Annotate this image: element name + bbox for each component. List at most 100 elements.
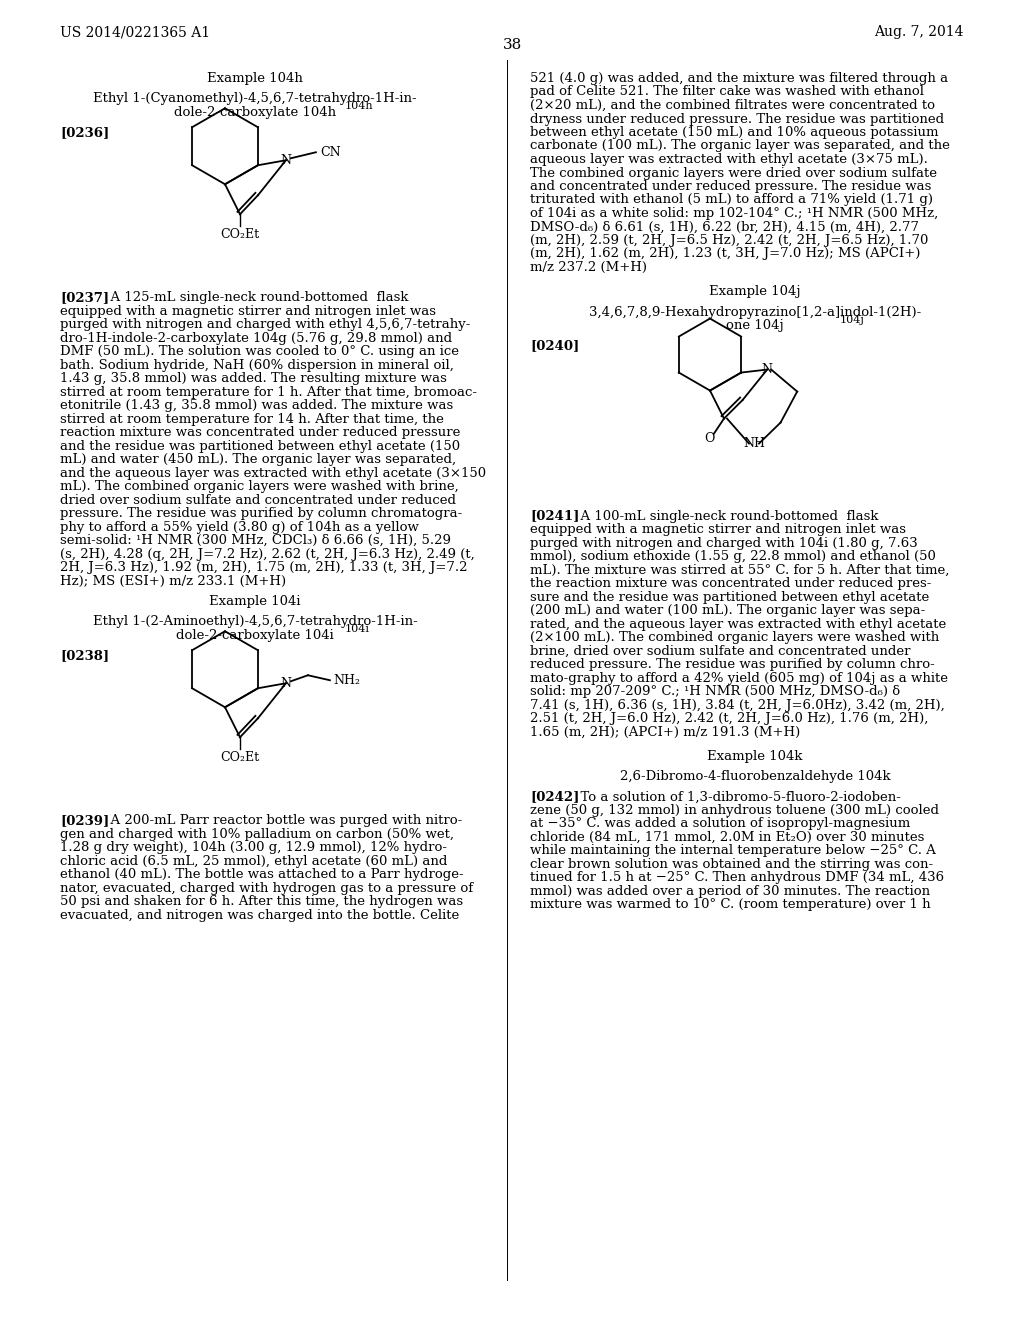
Text: etonitrile (1.43 g, 35.8 mmol) was added. The mixture was: etonitrile (1.43 g, 35.8 mmol) was added… bbox=[60, 399, 454, 412]
Text: N: N bbox=[281, 153, 292, 166]
Text: equipped with a magnetic stirrer and nitrogen inlet was: equipped with a magnetic stirrer and nit… bbox=[60, 305, 436, 318]
Text: mmol) was added over a period of 30 minutes. The reaction: mmol) was added over a period of 30 minu… bbox=[530, 884, 930, 898]
Text: 104j: 104j bbox=[840, 314, 865, 325]
Text: A 125-mL single-neck round-bottomed  flask: A 125-mL single-neck round-bottomed flas… bbox=[102, 292, 409, 304]
Text: chloride (84 mL, 171 mmol, 2.0M in Et₂O) over 30 minutes: chloride (84 mL, 171 mmol, 2.0M in Et₂O)… bbox=[530, 830, 925, 843]
Text: equipped with a magnetic stirrer and nitrogen inlet was: equipped with a magnetic stirrer and nit… bbox=[530, 523, 906, 536]
Text: (2×20 mL), and the combined filtrates were concentrated to: (2×20 mL), and the combined filtrates we… bbox=[530, 99, 935, 112]
Text: CN: CN bbox=[319, 145, 341, 158]
Text: semi-solid: ¹H NMR (300 MHz, CDCl₃) δ 6.66 (s, 1H), 5.29: semi-solid: ¹H NMR (300 MHz, CDCl₃) δ 6.… bbox=[60, 535, 451, 548]
Text: chloric acid (6.5 mL, 25 mmol), ethyl acetate (60 mL) and: chloric acid (6.5 mL, 25 mmol), ethyl ac… bbox=[60, 855, 447, 867]
Text: The combined organic layers were dried over sodium sulfate: The combined organic layers were dried o… bbox=[530, 166, 937, 180]
Text: gen and charged with 10% palladium on carbon (50% wet,: gen and charged with 10% palladium on ca… bbox=[60, 828, 454, 841]
Text: dro-1H-indole-2-carboxylate 104g (5.76 g, 29.8 mmol) and: dro-1H-indole-2-carboxylate 104g (5.76 g… bbox=[60, 331, 453, 345]
Text: [0236]: [0236] bbox=[60, 125, 110, 139]
Text: pressure. The residue was purified by column chromatogra-: pressure. The residue was purified by co… bbox=[60, 507, 462, 520]
Text: 50 psi and shaken for 6 h. After this time, the hydrogen was: 50 psi and shaken for 6 h. After this ti… bbox=[60, 895, 463, 908]
Text: one 104j: one 104j bbox=[726, 319, 784, 333]
Text: (s, 2H), 4.28 (q, 2H, J=7.2 Hz), 2.62 (t, 2H, J=6.3 Hz), 2.49 (t,: (s, 2H), 4.28 (q, 2H, J=7.2 Hz), 2.62 (t… bbox=[60, 548, 475, 561]
Text: purged with nitrogen and charged with ethyl 4,5,6,7-tetrahy-: purged with nitrogen and charged with et… bbox=[60, 318, 470, 331]
Text: O: O bbox=[703, 432, 714, 445]
Text: triturated with ethanol (5 mL) to afford a 71% yield (1.71 g): triturated with ethanol (5 mL) to afford… bbox=[530, 194, 933, 206]
Text: [0239]: [0239] bbox=[60, 814, 110, 828]
Text: CO₂Et: CO₂Et bbox=[220, 751, 259, 764]
Text: 7.41 (s, 1H), 6.36 (s, 1H), 3.84 (t, 2H, J=6.0Hz), 3.42 (m, 2H),: 7.41 (s, 1H), 6.36 (s, 1H), 3.84 (t, 2H,… bbox=[530, 698, 945, 711]
Text: sure and the residue was partitioned between ethyl acetate: sure and the residue was partitioned bet… bbox=[530, 590, 929, 603]
Text: mL). The mixture was stirred at 55° C. for 5 h. After that time,: mL). The mixture was stirred at 55° C. f… bbox=[530, 564, 949, 577]
Text: [0238]: [0238] bbox=[60, 649, 110, 663]
Text: [0241]: [0241] bbox=[530, 510, 580, 523]
Text: [0237]: [0237] bbox=[60, 292, 110, 304]
Text: 104h: 104h bbox=[345, 102, 374, 111]
Text: 3,4,6,7,8,9-Hexahydropyrazino[1,2-a]indol-1(2H)-: 3,4,6,7,8,9-Hexahydropyrazino[1,2-a]indo… bbox=[589, 305, 922, 318]
Text: CO₂Et: CO₂Et bbox=[220, 228, 259, 242]
Text: rated, and the aqueous layer was extracted with ethyl acetate: rated, and the aqueous layer was extract… bbox=[530, 618, 946, 631]
Text: mL). The combined organic layers were washed with brine,: mL). The combined organic layers were wa… bbox=[60, 480, 459, 494]
Text: Example 104i: Example 104i bbox=[209, 595, 301, 609]
Text: ethanol (40 mL). The bottle was attached to a Parr hydroge-: ethanol (40 mL). The bottle was attached… bbox=[60, 869, 464, 882]
Text: brine, dried over sodium sulfate and concentrated under: brine, dried over sodium sulfate and con… bbox=[530, 644, 910, 657]
Text: 2.51 (t, 2H, J=6.0 Hz), 2.42 (t, 2H, J=6.0 Hz), 1.76 (m, 2H),: 2.51 (t, 2H, J=6.0 Hz), 2.42 (t, 2H, J=6… bbox=[530, 711, 929, 725]
Text: reaction mixture was concentrated under reduced pressure: reaction mixture was concentrated under … bbox=[60, 426, 461, 440]
Text: the reaction mixture was concentrated under reduced pres-: the reaction mixture was concentrated un… bbox=[530, 577, 932, 590]
Text: (m, 2H), 2.59 (t, 2H, J=6.5 Hz), 2.42 (t, 2H, J=6.5 Hz), 1.70: (m, 2H), 2.59 (t, 2H, J=6.5 Hz), 2.42 (t… bbox=[530, 234, 929, 247]
Text: solid: mp 207-209° C.; ¹H NMR (500 MHz, DMSO-d₆) δ: solid: mp 207-209° C.; ¹H NMR (500 MHz, … bbox=[530, 685, 900, 698]
Text: DMF (50 mL). The solution was cooled to 0° C. using an ice: DMF (50 mL). The solution was cooled to … bbox=[60, 346, 459, 358]
Text: mmol), sodium ethoxide (1.55 g, 22.8 mmol) and ethanol (50: mmol), sodium ethoxide (1.55 g, 22.8 mmo… bbox=[530, 550, 936, 564]
Text: Ethyl 1-(2-Aminoethyl)-4,5,6,7-tetrahydro-1H-in-: Ethyl 1-(2-Aminoethyl)-4,5,6,7-tetrahydr… bbox=[92, 615, 418, 628]
Text: stirred at room temperature for 1 h. After that time, bromoac-: stirred at room temperature for 1 h. Aft… bbox=[60, 385, 477, 399]
Text: US 2014/0221365 A1: US 2014/0221365 A1 bbox=[60, 25, 210, 40]
Text: Example 104h: Example 104h bbox=[207, 73, 303, 84]
Text: A 200-mL Parr reactor bottle was purged with nitro-: A 200-mL Parr reactor bottle was purged … bbox=[102, 814, 462, 828]
Text: aqueous layer was extracted with ethyl acetate (3×75 mL).: aqueous layer was extracted with ethyl a… bbox=[530, 153, 928, 166]
Text: stirred at room temperature for 14 h. After that time, the: stirred at room temperature for 14 h. Af… bbox=[60, 413, 443, 426]
Text: phy to afford a 55% yield (3.80 g) of 104h as a yellow: phy to afford a 55% yield (3.80 g) of 10… bbox=[60, 521, 419, 533]
Text: dried over sodium sulfate and concentrated under reduced: dried over sodium sulfate and concentrat… bbox=[60, 494, 456, 507]
Text: (m, 2H), 1.62 (m, 2H), 1.23 (t, 3H, J=7.0 Hz); MS (APCI+): (m, 2H), 1.62 (m, 2H), 1.23 (t, 3H, J=7.… bbox=[530, 248, 921, 260]
Text: and the residue was partitioned between ethyl acetate (150: and the residue was partitioned between … bbox=[60, 440, 460, 453]
Text: N: N bbox=[281, 677, 292, 690]
Text: zene (50 g, 132 mmol) in anhydrous toluene (300 mL) cooled: zene (50 g, 132 mmol) in anhydrous tolue… bbox=[530, 804, 939, 817]
Text: Example 104k: Example 104k bbox=[708, 750, 803, 763]
Text: DMSO-d₆) δ 6.61 (s, 1H), 6.22 (br, 2H), 4.15 (m, 4H), 2.77: DMSO-d₆) δ 6.61 (s, 1H), 6.22 (br, 2H), … bbox=[530, 220, 919, 234]
Text: To a solution of 1,3-dibromo-5-fluoro-2-iodoben-: To a solution of 1,3-dibromo-5-fluoro-2-… bbox=[572, 791, 901, 804]
Text: while maintaining the internal temperature below −25° C. A: while maintaining the internal temperatu… bbox=[530, 845, 936, 858]
Text: dole-2-carboxylate 104h: dole-2-carboxylate 104h bbox=[174, 106, 336, 119]
Text: Ethyl 1-(Cyanomethyl)-4,5,6,7-tetrahydro-1H-in-: Ethyl 1-(Cyanomethyl)-4,5,6,7-tetrahydro… bbox=[93, 92, 417, 106]
Text: [0240]: [0240] bbox=[530, 339, 580, 352]
Text: 1.28 g dry weight), 104h (3.00 g, 12.9 mmol), 12% hydro-: 1.28 g dry weight), 104h (3.00 g, 12.9 m… bbox=[60, 841, 447, 854]
Text: 104i: 104i bbox=[345, 624, 370, 634]
Text: at −35° C. was added a solution of isopropyl-magnesium: at −35° C. was added a solution of isopr… bbox=[530, 817, 910, 830]
Text: 38: 38 bbox=[503, 38, 521, 51]
Text: of 104i as a white solid: mp 102-104° C.; ¹H NMR (500 MHz,: of 104i as a white solid: mp 102-104° C.… bbox=[530, 207, 938, 220]
Text: N: N bbox=[762, 363, 773, 376]
Text: bath. Sodium hydride, NaH (60% dispersion in mineral oil,: bath. Sodium hydride, NaH (60% dispersio… bbox=[60, 359, 454, 372]
Text: and the aqueous layer was extracted with ethyl acetate (3×150: and the aqueous layer was extracted with… bbox=[60, 467, 486, 479]
Text: A 100-mL single-neck round-bottomed  flask: A 100-mL single-neck round-bottomed flas… bbox=[572, 510, 879, 523]
Text: 1.43 g, 35.8 mmol) was added. The resulting mixture was: 1.43 g, 35.8 mmol) was added. The result… bbox=[60, 372, 446, 385]
Text: carbonate (100 mL). The organic layer was separated, and the: carbonate (100 mL). The organic layer wa… bbox=[530, 140, 950, 153]
Text: m/z 237.2 (M+H): m/z 237.2 (M+H) bbox=[530, 261, 647, 275]
Text: and concentrated under reduced pressure. The residue was: and concentrated under reduced pressure.… bbox=[530, 180, 932, 193]
Text: NH₂: NH₂ bbox=[333, 673, 359, 686]
Text: [0242]: [0242] bbox=[530, 791, 580, 804]
Text: evacuated, and nitrogen was charged into the bottle. Celite: evacuated, and nitrogen was charged into… bbox=[60, 908, 459, 921]
Text: dole-2-carboxylate 104i: dole-2-carboxylate 104i bbox=[176, 628, 334, 642]
Text: (200 mL) and water (100 mL). The organic layer was sepa-: (200 mL) and water (100 mL). The organic… bbox=[530, 605, 926, 616]
Text: mato-graphy to afford a 42% yield (605 mg) of 104j as a white: mato-graphy to afford a 42% yield (605 m… bbox=[530, 672, 948, 685]
Text: between ethyl acetate (150 mL) and 10% aqueous potassium: between ethyl acetate (150 mL) and 10% a… bbox=[530, 125, 939, 139]
Text: tinued for 1.5 h at −25° C. Then anhydrous DMF (34 mL, 436: tinued for 1.5 h at −25° C. Then anhydro… bbox=[530, 871, 944, 884]
Text: (2×100 mL). The combined organic layers were washed with: (2×100 mL). The combined organic layers … bbox=[530, 631, 939, 644]
Text: mixture was warmed to 10° C. (room temperature) over 1 h: mixture was warmed to 10° C. (room tempe… bbox=[530, 899, 931, 911]
Text: mL) and water (450 mL). The organic layer was separated,: mL) and water (450 mL). The organic laye… bbox=[60, 453, 456, 466]
Text: clear brown solution was obtained and the stirring was con-: clear brown solution was obtained and th… bbox=[530, 858, 933, 871]
Text: dryness under reduced pressure. The residue was partitioned: dryness under reduced pressure. The resi… bbox=[530, 112, 944, 125]
Text: pad of Celite 521. The filter cake was washed with ethanol: pad of Celite 521. The filter cake was w… bbox=[530, 86, 924, 99]
Text: 2,6-Dibromo-4-fluorobenzaldehyde 104k: 2,6-Dibromo-4-fluorobenzaldehyde 104k bbox=[620, 770, 890, 783]
Text: NH: NH bbox=[743, 437, 765, 450]
Text: 521 (4.0 g) was added, and the mixture was filtered through a: 521 (4.0 g) was added, and the mixture w… bbox=[530, 73, 948, 84]
Text: Aug. 7, 2014: Aug. 7, 2014 bbox=[874, 25, 964, 40]
Text: purged with nitrogen and charged with 104i (1.80 g, 7.63: purged with nitrogen and charged with 10… bbox=[530, 536, 918, 549]
Text: 2H, J=6.3 Hz), 1.92 (m, 2H), 1.75 (m, 2H), 1.33 (t, 3H, J=7.2: 2H, J=6.3 Hz), 1.92 (m, 2H), 1.75 (m, 2H… bbox=[60, 561, 468, 574]
Text: nator, evacuated, charged with hydrogen gas to a pressure of: nator, evacuated, charged with hydrogen … bbox=[60, 882, 473, 895]
